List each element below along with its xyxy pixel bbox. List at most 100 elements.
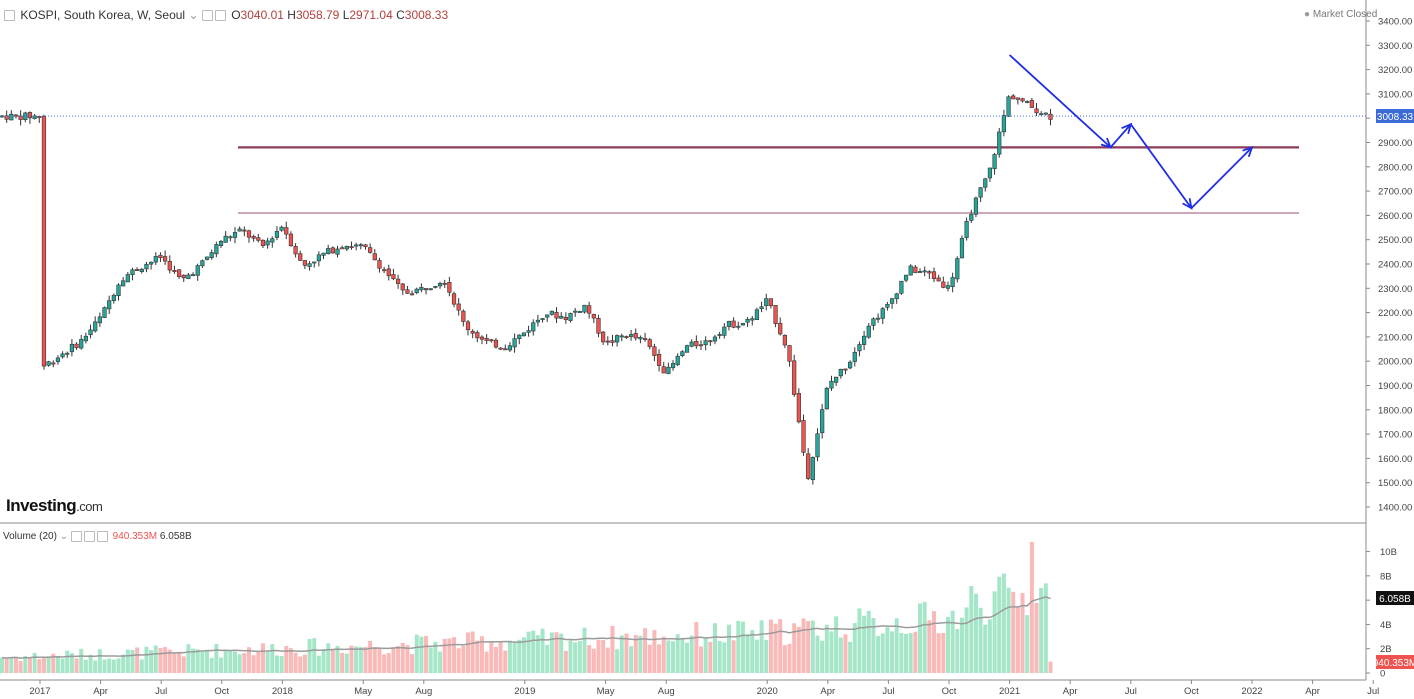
volume-bar (936, 633, 941, 673)
candle-body (535, 319, 540, 323)
candle-body (582, 304, 587, 313)
candle-body (531, 322, 536, 332)
candle-body (754, 309, 760, 320)
volume-bar (177, 651, 182, 673)
candle-body (479, 336, 485, 340)
candle-body (666, 366, 671, 374)
horizontal-levels[interactable] (238, 146, 1299, 214)
candle-body (1029, 100, 1034, 108)
hide-icon[interactable] (83, 531, 95, 542)
price-tick-label: 1900.00 (1378, 381, 1412, 392)
volume-bar (88, 654, 93, 673)
volume-bar (885, 627, 890, 673)
volume-bar (554, 632, 559, 673)
candle-body (288, 233, 294, 247)
projection-arrowhead (1121, 122, 1133, 135)
volume-bar (83, 659, 88, 673)
time-tick-label: 2022 (1241, 686, 1262, 697)
candle-body (321, 252, 326, 256)
volume-bar (461, 645, 466, 673)
candle-body (1006, 96, 1011, 117)
volume-bar (633, 635, 638, 673)
candle-body (969, 214, 974, 221)
volume-ma-line (1, 596, 1051, 659)
volume-bar (284, 646, 289, 673)
candle-body (745, 319, 750, 323)
candle-body (801, 420, 806, 453)
volume-bar (945, 616, 950, 673)
candle-body (810, 457, 815, 481)
chart-header: KOSPI, South Korea, W, Seoul ⌄ O3040.01 … (4, 8, 448, 22)
chevron-down-icon[interactable]: ⌄ (188, 8, 199, 22)
candle-body (437, 282, 443, 287)
candle-body (684, 345, 690, 353)
volume-title: Volume (20) (3, 531, 57, 543)
volume-bar (400, 642, 405, 673)
candle-body (46, 361, 51, 366)
volume-bar (493, 646, 498, 673)
price-tick-label: 1600.00 (1378, 454, 1412, 465)
candle-body (731, 320, 736, 328)
time-tick-label: Oct (214, 686, 229, 697)
settings-icon[interactable] (70, 531, 82, 542)
volume-bar (396, 646, 401, 673)
price-axis: 3400.003300.003200.003100.003000.002900.… (1366, 17, 1412, 514)
candle-body (423, 288, 429, 291)
volume-bar (419, 636, 424, 673)
volume-bar (172, 652, 177, 673)
candle-body (489, 339, 494, 342)
volume-value: 940.353M (112, 531, 158, 543)
volume-bar (340, 652, 345, 673)
candle-body (312, 261, 317, 264)
candle-body (456, 303, 461, 311)
open-value: 3040.01 (240, 8, 284, 22)
volume-bar (135, 647, 140, 673)
candle-body (1043, 112, 1048, 115)
price-tick-label: 1700.00 (1378, 430, 1412, 441)
candle-body (568, 313, 573, 321)
candle-body (60, 353, 65, 358)
projection-path[interactable] (1008, 54, 1253, 210)
candle-body (628, 334, 634, 337)
volume-bar (913, 631, 918, 673)
volume-bar (745, 634, 750, 673)
volume-bar (568, 640, 573, 673)
volume-bar (260, 643, 265, 673)
candle-body (521, 332, 527, 337)
candle-body (41, 115, 47, 367)
volume-bar (1020, 592, 1025, 673)
candle-body (964, 220, 969, 238)
candle-body (149, 261, 154, 265)
candle-body (815, 433, 820, 458)
volume-bar (922, 601, 927, 673)
candle-body (400, 283, 405, 291)
time-tick-label: May (597, 686, 615, 697)
volume-bar (605, 647, 610, 673)
candle-body (382, 269, 387, 272)
volume-bar (74, 658, 79, 673)
volume-bar (908, 633, 913, 673)
collapse-icon[interactable] (4, 10, 15, 22)
chevron-down-icon[interactable]: ⌄ (59, 531, 69, 543)
volume-bar (288, 648, 293, 673)
price-tick-label: 2700.00 (1378, 187, 1412, 198)
volume-bar (186, 644, 191, 673)
hide-icon[interactable] (214, 10, 226, 22)
volume-bar (549, 632, 554, 673)
candle-body (1011, 95, 1016, 100)
candle-body (125, 274, 130, 283)
close-icon[interactable] (96, 531, 108, 542)
time-axis: 2017 Apr Jul Oct 2018 May Aug 2019 May Aug 2020 Apr… (29, 680, 1379, 697)
candle-body (945, 285, 951, 289)
price-tick-label: 2400.00 (1378, 260, 1412, 271)
candle-body (186, 274, 191, 280)
volume-bar (754, 639, 759, 673)
candle-body (605, 340, 610, 343)
volume-bar (51, 653, 56, 673)
settings-icon[interactable] (201, 10, 213, 22)
candle-body (680, 351, 685, 356)
volume-last-text: 940.353M (1373, 658, 1414, 669)
candle-body (773, 305, 778, 324)
candle-body (806, 453, 811, 479)
